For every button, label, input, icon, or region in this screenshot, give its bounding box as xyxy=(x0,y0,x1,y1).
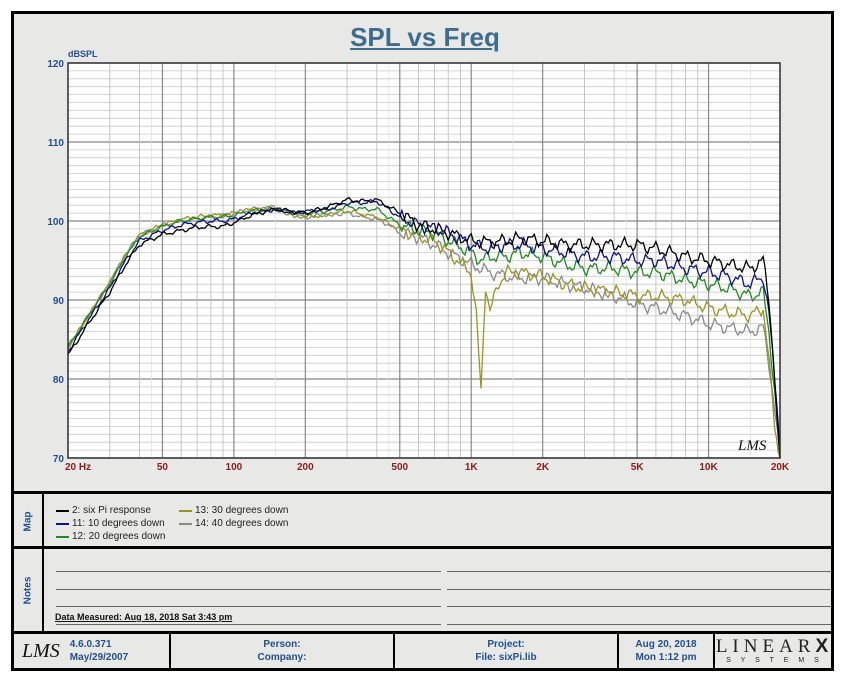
chart-title: SPL vs Freq xyxy=(350,22,500,52)
note-line xyxy=(56,589,441,590)
map-side-label: Map xyxy=(14,494,44,548)
legend-item: 14: 40 degrees down xyxy=(179,518,288,529)
x-tick-label: 1K xyxy=(465,462,479,473)
x-tick-label: 20 Hz xyxy=(65,462,91,473)
legend-item: 2: six Pi response xyxy=(56,505,151,516)
y-axis-label: dBSPL xyxy=(68,49,98,59)
map-section: Map 2: six Pi response 11: 10 degrees do… xyxy=(14,491,834,548)
footer-person-cell: Person: Company: xyxy=(171,634,395,668)
series-line-14 xyxy=(67,204,781,459)
series-line-11 xyxy=(67,198,781,459)
x-tick-label: 20K xyxy=(771,462,790,473)
print-date: Aug 20, 2018 xyxy=(635,639,697,650)
series-line-13 xyxy=(67,206,781,459)
print-time: Mon 1:12 pm xyxy=(635,652,697,663)
y-tick-label: 80 xyxy=(53,375,65,386)
lms-watermark: LMS xyxy=(737,438,767,454)
plot-border xyxy=(67,62,781,459)
person-label: Person: xyxy=(263,639,301,650)
legend-item: 11: 10 degrees down xyxy=(56,518,165,529)
version: 4.6.0.371 xyxy=(69,639,112,650)
series-line-12 xyxy=(67,203,781,459)
file-name: File: sixPi.lib xyxy=(475,652,537,663)
legend-item: 12: 20 degrees down xyxy=(56,531,165,542)
y-tick-label: 90 xyxy=(53,296,65,307)
note-line xyxy=(447,624,831,625)
company-label: Company: xyxy=(257,652,307,663)
notes-side-label: Notes xyxy=(14,549,44,631)
version-date: May/29/2007 xyxy=(69,652,129,663)
x-tick-label: 5K xyxy=(631,462,645,473)
y-tick-label: 110 xyxy=(48,138,65,149)
x-tick-label: 50 xyxy=(157,462,169,473)
x-tick-label: 100 xyxy=(226,462,243,473)
note-line xyxy=(447,571,831,572)
x-tick-label: 10K xyxy=(699,462,718,473)
footer-project-cell: Project: File: sixPi.lib xyxy=(395,634,619,668)
footer-date-cell: Aug 20, 2018 Mon 1:12 pm xyxy=(619,634,715,668)
y-tick-label: 100 xyxy=(47,217,64,228)
note-line xyxy=(56,624,441,625)
footer: LMS 4.6.0.371 May/29/2007 Person: Compan… xyxy=(14,631,834,668)
note-line xyxy=(56,571,441,572)
y-tick-label: 120 xyxy=(47,59,64,70)
note-line xyxy=(447,606,831,607)
data-measured: Data Measured: Aug 18, 2018 Sat 3:43 pm xyxy=(55,612,233,622)
project-label: Project: xyxy=(487,639,525,650)
legend-item: 13: 30 degrees down xyxy=(179,505,288,516)
linearx-logo: LINEARX S Y S T E M S xyxy=(715,635,834,664)
note-line xyxy=(447,589,831,590)
y-tick-label: 70 xyxy=(53,454,65,465)
notes-section: Notes xyxy=(14,546,834,631)
x-tick-label: 2K xyxy=(536,462,550,473)
series-line-2 xyxy=(67,196,781,459)
lms-logo: LMS xyxy=(22,639,60,662)
note-line xyxy=(56,606,441,607)
x-tick-label: 200 xyxy=(297,462,314,473)
x-tick-label: 500 xyxy=(391,462,408,473)
footer-version-cell: LMS 4.6.0.371 May/29/2007 xyxy=(14,634,171,668)
